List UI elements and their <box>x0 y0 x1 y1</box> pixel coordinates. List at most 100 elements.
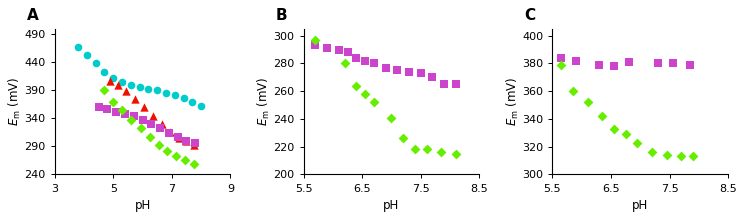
Point <box>368 62 380 65</box>
Point <box>173 136 185 140</box>
Y-axis label: $\it{E}_\mathrm{m}$ (mV): $\it{E}_\mathrm{m}$ (mV) <box>505 77 521 126</box>
Point <box>138 105 150 109</box>
X-axis label: pH: pH <box>383 199 400 212</box>
Point <box>121 90 132 93</box>
Point <box>135 127 147 130</box>
Point <box>90 62 102 65</box>
Point <box>101 107 113 111</box>
Point <box>112 83 124 87</box>
Point <box>98 88 110 92</box>
Point <box>403 70 415 74</box>
Point <box>169 93 181 97</box>
Point <box>310 44 321 47</box>
Point <box>189 141 201 145</box>
Point <box>391 69 403 72</box>
Point <box>350 84 362 87</box>
Point <box>187 100 199 103</box>
Point <box>426 76 438 79</box>
Point <box>608 64 620 68</box>
Point <box>310 38 321 42</box>
Point <box>684 63 696 67</box>
Point <box>195 104 207 108</box>
Point <box>145 122 157 126</box>
Point <box>164 131 176 134</box>
Point <box>119 112 131 116</box>
Point <box>151 89 163 92</box>
Point <box>170 154 182 158</box>
Point <box>596 114 608 118</box>
Point <box>134 85 146 89</box>
Point <box>339 62 350 65</box>
Point <box>147 114 158 117</box>
Point <box>163 131 175 135</box>
Point <box>155 122 167 126</box>
Point <box>359 92 371 96</box>
Point <box>409 148 421 151</box>
X-axis label: pH: pH <box>135 199 151 212</box>
Point <box>687 155 699 158</box>
Point <box>125 118 137 121</box>
Point <box>154 127 166 130</box>
Point <box>438 83 450 86</box>
Point <box>632 141 644 144</box>
Point <box>116 108 128 112</box>
Point <box>368 101 380 104</box>
Point <box>676 155 687 158</box>
Point <box>450 152 462 155</box>
Point <box>137 118 149 121</box>
Text: C: C <box>525 8 536 23</box>
Point <box>555 63 567 67</box>
Point <box>582 101 594 104</box>
Point <box>187 143 199 147</box>
Point <box>144 135 155 139</box>
Text: A: A <box>27 8 39 23</box>
Point <box>107 100 119 103</box>
Point <box>72 45 84 48</box>
X-axis label: pH: pH <box>632 199 649 212</box>
Point <box>125 83 137 87</box>
Point <box>350 56 362 60</box>
Point <box>110 110 122 113</box>
Point <box>667 62 679 65</box>
Point <box>646 150 658 154</box>
Point <box>93 105 105 109</box>
Point <box>181 139 193 143</box>
Point <box>116 80 128 84</box>
Point <box>420 148 432 151</box>
Point <box>570 59 582 62</box>
Point <box>98 70 110 74</box>
Point <box>652 62 664 65</box>
Point <box>333 48 344 51</box>
Point <box>555 56 567 60</box>
Point <box>178 96 190 99</box>
Point <box>435 150 447 154</box>
Point <box>359 59 371 62</box>
Point <box>172 135 184 139</box>
Point <box>594 63 606 67</box>
Point <box>623 60 635 64</box>
Y-axis label: $\it{E}_\mathrm{m}$ (mV): $\it{E}_\mathrm{m}$ (mV) <box>256 77 272 126</box>
Point <box>661 153 673 157</box>
Point <box>620 132 632 136</box>
Y-axis label: $\it{E}_\mathrm{m}$ (mV): $\it{E}_\mathrm{m}$ (mV) <box>7 77 23 126</box>
Point <box>128 114 140 117</box>
Point <box>397 137 409 140</box>
Point <box>181 139 193 143</box>
Point <box>104 79 116 83</box>
Point <box>379 66 391 69</box>
Point <box>142 87 154 90</box>
Point <box>179 159 191 162</box>
Point <box>187 163 199 166</box>
Point <box>161 150 173 153</box>
Point <box>608 127 620 130</box>
Point <box>153 143 164 147</box>
Point <box>81 53 93 57</box>
Point <box>450 83 462 86</box>
Point <box>414 71 426 75</box>
Point <box>385 116 397 119</box>
Point <box>567 89 579 93</box>
Point <box>341 51 353 54</box>
Point <box>321 46 333 50</box>
Point <box>129 98 141 101</box>
Text: B: B <box>275 8 287 23</box>
